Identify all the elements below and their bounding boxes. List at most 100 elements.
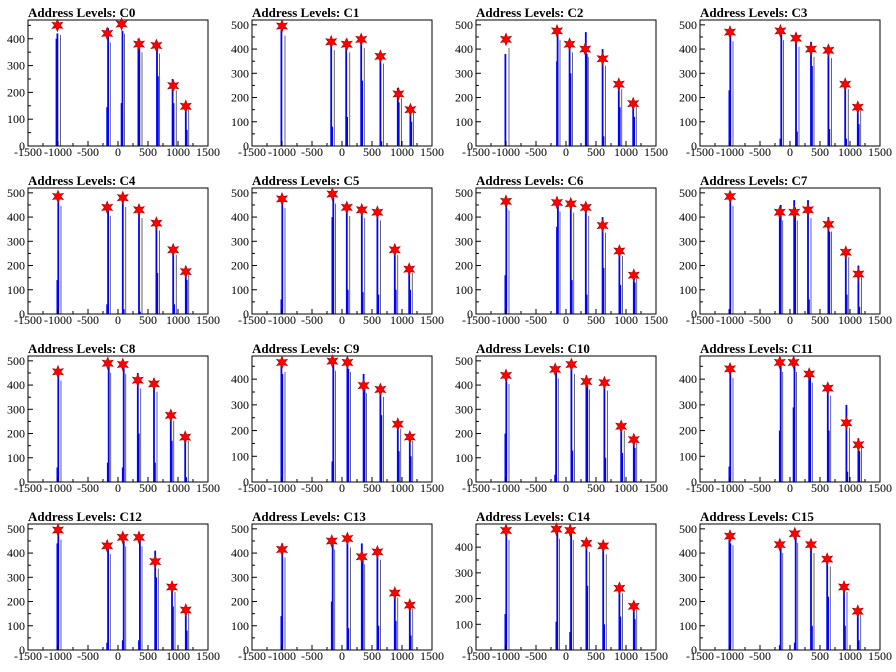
peak-marker [101, 200, 114, 215]
histogram-bar [155, 221, 158, 314]
y-tick-label: 100 [455, 617, 473, 631]
x-tick-label: -1500 [462, 145, 490, 159]
peak-markers [51, 356, 192, 445]
x-tick-label: 1500 [868, 649, 892, 663]
peak-marker [326, 354, 339, 369]
peak-marker [804, 537, 818, 552]
y-tick-label: 500 [7, 186, 25, 200]
x-tick-label: 1500 [196, 481, 220, 495]
panel-title: Address Levels: C15 [700, 509, 814, 524]
histogram-bar [555, 370, 557, 482]
peak-marker [788, 526, 801, 541]
y-tick-label: 300 [231, 398, 249, 412]
peak-marker [580, 374, 593, 389]
peak-marker [821, 381, 834, 396]
x-tick-label: -500 [525, 145, 547, 159]
histogram-bar [828, 129, 831, 146]
histogram-bar [409, 635, 412, 650]
x-tick-label: -1000 [44, 481, 72, 495]
histogram-bar [360, 207, 363, 314]
histogram-bar [153, 387, 155, 482]
histogram-bar [347, 368, 350, 482]
peak-marker [404, 102, 417, 117]
chart-svg: 0 100 200 300 400 500 -1500 -1000 -500 0 500 1000 15… [679, 186, 892, 327]
x-tick-label: 500 [587, 313, 605, 327]
chart-panel: 0 100 200 300 400 500 -1500 -1000 -500 0 500 1000 15… [448, 0, 672, 168]
histogram-bar [554, 474, 557, 482]
histogram-bar [603, 624, 605, 650]
plot-frame [251, 19, 433, 147]
y-tick-label: 300 [7, 570, 25, 584]
x-tick-label: -1000 [44, 649, 72, 663]
y-tick-label: 200 [7, 85, 25, 99]
y-tick-label: 300 [679, 66, 697, 80]
y-tick-label: 0 [467, 475, 473, 489]
histogram-bar [107, 365, 110, 482]
peak-marker [116, 530, 129, 545]
peak-marker [275, 191, 289, 206]
x-tick-label: -1500 [238, 145, 266, 159]
x-tick-label: 1500 [644, 481, 668, 495]
x-tick-label: 1500 [644, 145, 668, 159]
histogram-bar [569, 207, 572, 314]
peak-marker [550, 522, 563, 537]
x-tick-label: 0 [339, 481, 345, 495]
histogram-bar [728, 466, 731, 482]
histogram-bar [172, 103, 175, 146]
plot-frame [699, 523, 881, 651]
histogram-bar [332, 361, 335, 482]
x-tick-label: 1500 [644, 649, 668, 663]
peak-marker [723, 361, 737, 376]
y-tick-label: 300 [7, 234, 25, 248]
histogram-bar [107, 204, 109, 314]
histogram-bar [618, 107, 621, 146]
histogram-bar [586, 385, 589, 482]
chart-panel: 0 100 200 300 400 500 -1500 -1000 -500 0 500 1000 15… [0, 168, 224, 336]
y-tick-label: 400 [679, 210, 697, 224]
peak-marker [549, 362, 562, 377]
y-tick-label: 400 [231, 372, 249, 386]
peak-marker [132, 37, 146, 52]
x-tick-label: 1500 [420, 481, 444, 495]
x-tick-label: 1000 [614, 649, 638, 663]
x-tick-label: -500 [525, 481, 547, 495]
plot-frame [27, 19, 209, 147]
peak-marker [852, 266, 865, 282]
peak-marker [403, 598, 416, 613]
peak-marker [325, 34, 338, 49]
y-tick-label: 0 [467, 643, 473, 657]
y-tick-label: 400 [455, 42, 473, 56]
peak-marker [388, 586, 401, 601]
peak-marker [150, 216, 163, 231]
peak-marker [325, 533, 338, 548]
histogram-bar [568, 39, 571, 146]
histogram-bars [728, 363, 862, 482]
panel-title: Address Levels: C10 [476, 341, 590, 356]
peak-marker [374, 49, 387, 64]
y-tick-label: 400 [231, 210, 249, 224]
histogram-bar [121, 200, 124, 314]
x-tick-label: 1500 [196, 649, 220, 663]
histogram-bar [57, 528, 60, 650]
chart-svg: 0 100 200 300 400 500 -1500 -1000 -500 0 500 1000 15… [455, 18, 668, 159]
histogram-bar [107, 543, 109, 650]
x-tick-label: -1500 [686, 313, 714, 327]
histogram-bar [281, 543, 284, 650]
x-tick-label: -1000 [268, 481, 296, 495]
x-tick-label: 500 [139, 649, 157, 663]
histogram-bar [729, 543, 732, 650]
histogram-bar [394, 620, 397, 650]
x-tick-label: -1000 [492, 145, 520, 159]
histogram-bar [330, 601, 333, 650]
x-tick-label: 1000 [614, 481, 638, 495]
y-tick-label: 0 [467, 139, 473, 153]
peak-marker [357, 378, 370, 393]
histogram-bar [361, 80, 363, 146]
x-tick-label: -500 [301, 145, 323, 159]
y-tick-label: 200 [7, 259, 25, 273]
histogram-bars [504, 368, 638, 482]
histogram-bar [380, 141, 383, 146]
x-tick-label: 500 [363, 145, 381, 159]
y-tick-label: 300 [7, 59, 25, 73]
histogram-bar [346, 289, 349, 314]
